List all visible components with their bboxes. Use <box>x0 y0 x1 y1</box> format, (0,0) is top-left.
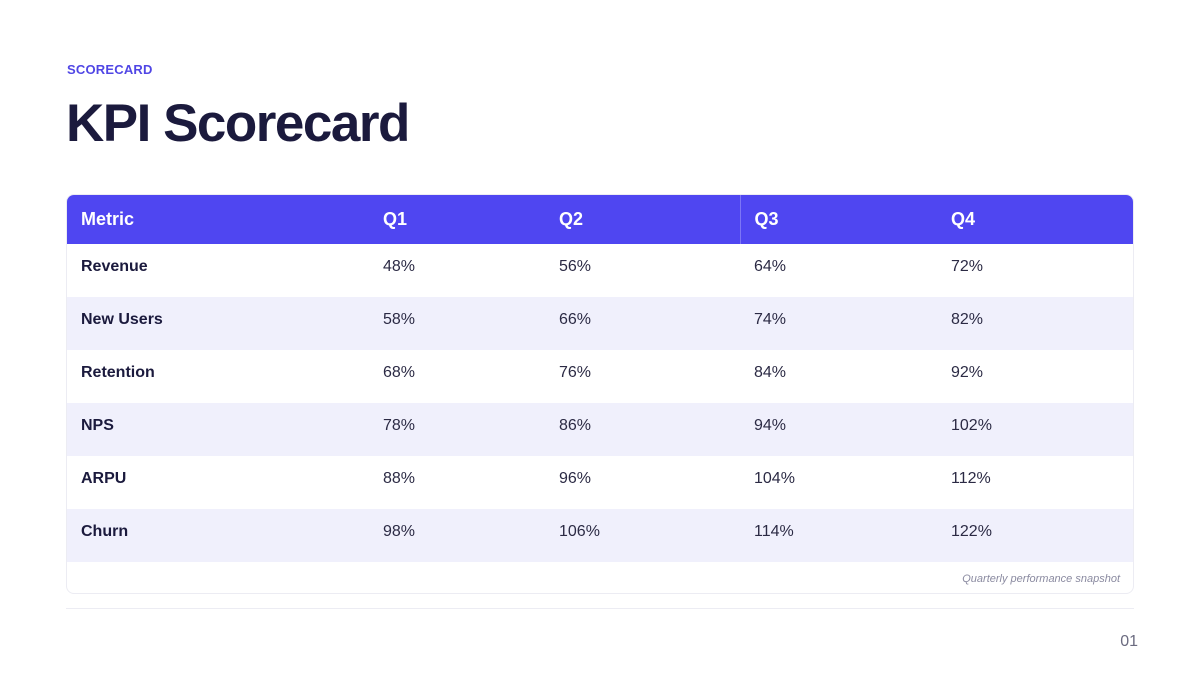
table-cell: 122% <box>951 523 992 540</box>
table-row: ARPU 88% 96% 104% 112% <box>67 456 1133 509</box>
table-row: Retention 68% 76% 84% 92% <box>67 350 1133 403</box>
section-eyebrow: SCORECARD <box>67 62 153 77</box>
metric-name: Revenue <box>81 258 148 275</box>
table-cell: 56% <box>559 258 592 275</box>
table-cell: 58% <box>383 311 416 328</box>
table-cell: 114% <box>754 523 794 540</box>
column-header-q1: Q1 <box>383 209 408 229</box>
column-header-q2: Q2 <box>559 209 584 229</box>
scorecard-card: Metric Q1 Q2 Q3 Q4 Revenue 48% 56% 64% 7… <box>66 194 1134 594</box>
metric-name: ARPU <box>81 470 127 487</box>
table-cell: 72% <box>951 258 984 275</box>
table-cell: 86% <box>559 417 592 434</box>
table-row: New Users 58% 66% 74% 82% <box>67 297 1133 350</box>
table-cell: 84% <box>754 364 787 381</box>
table-caption: Quarterly performance snapshot <box>962 573 1120 585</box>
table-cell: 88% <box>383 470 416 487</box>
table-cell: 94% <box>754 417 787 434</box>
column-header-q4: Q4 <box>951 209 976 229</box>
table-cell: 102% <box>951 417 992 434</box>
table-cell: 106% <box>559 523 600 540</box>
table-cell: 104% <box>754 470 795 487</box>
table-cell: 82% <box>951 311 984 328</box>
table-row: Churn 98% 106% 114% 122% <box>67 509 1133 562</box>
metric-name: New Users <box>81 311 163 328</box>
table-row: Revenue 48% 56% 64% 72% <box>67 244 1133 297</box>
table-cell: 64% <box>754 258 787 275</box>
table-cell: 66% <box>559 311 592 328</box>
metric-name: Retention <box>81 364 155 381</box>
table-cell: 98% <box>383 523 416 540</box>
footer-divider <box>66 608 1134 609</box>
scorecard-table: Metric Q1 Q2 Q3 Q4 Revenue 48% 56% 64% 7… <box>67 195 1133 562</box>
page-title: KPI Scorecard <box>66 94 410 153</box>
column-header-q3: Q3 <box>739 195 937 244</box>
table-header-row: Metric Q1 Q2 Q3 Q4 <box>67 195 1133 244</box>
table-cell: 96% <box>559 470 592 487</box>
page-number: 01 <box>1120 633 1138 650</box>
table-cell: 112% <box>951 470 991 487</box>
table-cell: 74% <box>754 311 787 328</box>
table-cell: 78% <box>383 417 416 434</box>
table-row: NPS 78% 86% 94% 102% <box>67 403 1133 456</box>
metric-name: Churn <box>81 523 129 540</box>
table-cell: 76% <box>559 364 592 381</box>
table-cell: 92% <box>951 364 984 381</box>
column-header-metric: Metric <box>81 209 135 229</box>
metric-name: NPS <box>81 417 114 434</box>
table-cell: 48% <box>383 258 416 275</box>
table-cell: 68% <box>383 364 416 381</box>
